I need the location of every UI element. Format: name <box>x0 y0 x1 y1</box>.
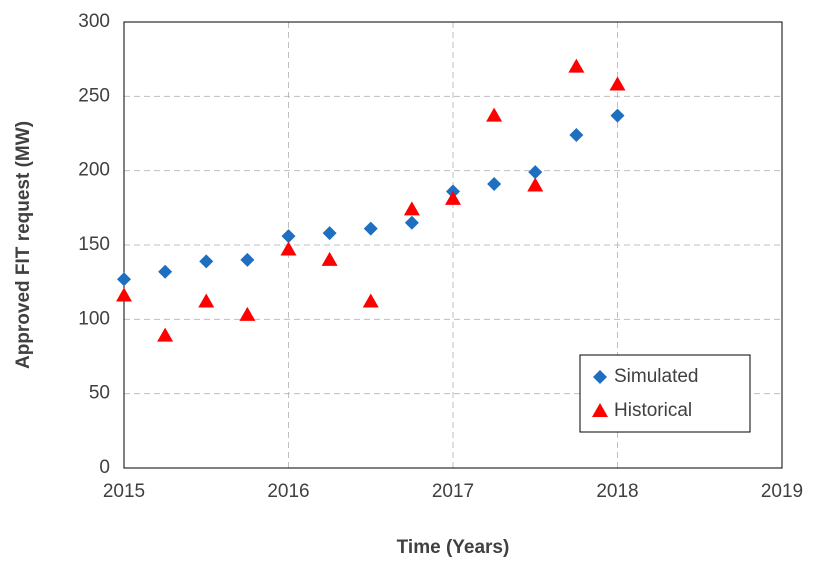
diamond-marker <box>593 370 607 384</box>
diamond-marker <box>240 252 255 267</box>
triangle-marker <box>568 58 585 73</box>
triangle-marker <box>527 177 544 192</box>
x-tick-label: 2016 <box>267 481 309 502</box>
triangle-marker <box>592 403 608 417</box>
diamond-marker <box>610 108 625 123</box>
y-tick-label: 250 <box>78 85 110 106</box>
diamond-marker <box>117 272 131 287</box>
triangle-marker <box>198 293 215 308</box>
triangle-marker <box>116 287 132 302</box>
legend-label: Simulated <box>614 366 699 387</box>
diamond-marker <box>528 165 543 180</box>
legend-box <box>579 354 751 433</box>
diamond-marker <box>569 127 584 142</box>
diamond-marker <box>199 254 214 269</box>
y-tick-label: 300 <box>78 11 110 32</box>
diamond-marker <box>487 177 502 192</box>
x-axis-title: Time (Years) <box>397 537 510 558</box>
legend-label: Historical <box>614 400 692 421</box>
y-tick-label: 150 <box>78 234 110 255</box>
diamond-marker <box>363 221 378 236</box>
x-tick-label: 2019 <box>761 481 803 502</box>
triangle-marker <box>239 306 256 321</box>
diamond-marker <box>322 226 337 241</box>
diamond-marker <box>281 229 296 244</box>
triangle-marker <box>362 293 379 308</box>
triangle-marker <box>321 251 338 266</box>
triangle-marker <box>445 190 461 205</box>
triangle-marker <box>609 76 626 91</box>
y-tick-label: 50 <box>89 383 110 404</box>
y-axis-title: Approved FIT request (MW) <box>13 121 34 369</box>
x-tick-label: 2015 <box>103 481 145 502</box>
y-tick-label: 200 <box>78 160 110 181</box>
triangle-marker <box>280 241 297 256</box>
plot-border <box>123 21 783 469</box>
triangle-marker <box>403 201 420 216</box>
diamond-marker <box>158 264 173 279</box>
triangle-marker <box>486 107 503 122</box>
triangle-marker <box>157 327 174 342</box>
y-tick-label: 100 <box>78 308 110 329</box>
x-tick-label: 2017 <box>432 481 474 502</box>
x-tick-label: 2018 <box>596 481 638 502</box>
y-tick-label: 0 <box>99 457 110 478</box>
diamond-marker <box>404 215 419 230</box>
